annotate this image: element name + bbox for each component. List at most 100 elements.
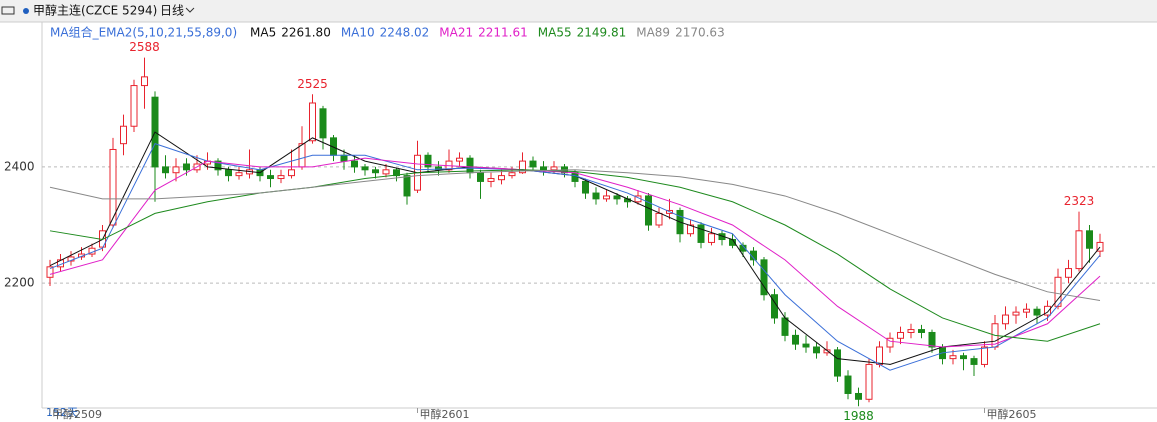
peak-label: 1988 [843,409,874,422]
legend-value: 2211.61 [478,26,528,40]
candle-body [813,346,820,354]
candle-body [267,175,274,180]
candle-body [844,375,852,394]
x-tick-label: 甲醇2509 [52,407,102,421]
candle-body [886,337,894,348]
candle-body [1033,308,1041,316]
y-tick-label: 2200 [4,276,35,290]
x-tick-label: 甲醇2605 [987,407,1037,421]
candle-body [540,166,547,171]
candle-body [687,224,694,235]
candle-body [130,85,138,127]
candle-body [1086,230,1093,249]
period-chevron[interactable] [185,7,195,13]
legend-name: MA21 [439,26,473,40]
candle-body [288,169,295,177]
candle-body [519,160,526,174]
candle-body [214,160,222,171]
candle-body [372,169,379,174]
legend-value: 2170.63 [675,26,725,40]
candle-body [960,355,967,360]
legend-name: MA5 [250,26,276,40]
toolbar [0,0,1157,22]
candle-body [876,346,883,365]
candle-body [918,329,925,333]
candle-body [141,76,148,87]
toolbar-icon[interactable] [1,6,15,15]
candle-body [855,392,862,400]
ma-line [49,169,1101,302]
candle-body [424,154,432,168]
candle-body [655,212,663,226]
candle-body [508,172,516,177]
y-tick-label: 2400 [4,159,35,173]
candle-body [603,195,610,200]
candle-body [46,266,54,278]
candle-body [225,169,232,177]
candle-body [477,172,484,182]
candle-body [1002,314,1009,325]
peak-label: 2588 [129,40,160,54]
candle-body [949,355,957,360]
candle-body [487,178,495,182]
candle-body [298,143,306,168]
candle-body [277,175,285,180]
ma-line [49,169,1101,342]
candle-body [865,363,873,400]
candle-body [183,163,190,171]
candle-body [403,175,411,197]
candle-body [235,172,243,177]
candle-body [162,166,169,174]
candle-body [382,169,390,175]
candle-body [981,346,988,365]
candle-body [529,160,537,168]
candle-body [550,166,558,171]
legend-value: 2261.80 [281,26,331,40]
candle-body [928,331,936,348]
ma-line [49,143,1101,371]
legend-value: 2248.02 [380,26,430,40]
peak-label: 2525 [297,77,328,91]
candle-body [340,154,348,162]
candle-body [792,334,799,345]
candle-body [645,195,652,226]
candle-body [771,294,778,319]
candle-body [319,108,327,139]
legend-name: MA55 [538,26,572,40]
legend-value: 2149.81 [577,26,627,40]
candle-body [361,166,369,171]
symbol: 甲醇主连(CZCE 5294) [33,3,157,18]
candle-body [456,157,463,162]
candle-body [1096,241,1104,252]
candle-body [109,148,117,226]
candle-body [613,195,621,200]
candle-body [1012,311,1020,316]
legend-name: MA89 [636,26,670,40]
period[interactable]: 日线 [160,4,184,18]
candle-body [1044,305,1051,316]
candle-body [760,259,768,296]
candle-body [1075,230,1083,270]
candle-body [1065,268,1072,278]
candle-body [435,166,442,171]
x-tick-label: 甲醇2601 [420,407,470,421]
legend-name: MA10 [341,26,375,40]
candle-body [907,329,915,333]
candle-body [582,180,589,194]
ma-line [49,157,1101,348]
peak-label: 2323 [1064,194,1095,208]
candle-body [498,175,505,181]
candle-body [1023,308,1030,313]
candle-body [697,224,705,243]
candle-body [393,169,400,177]
status-dot [23,8,29,14]
candle-body [802,343,810,348]
indicator-label[interactable]: MA组合_EMA2(5,10,21,55,89,0) [50,25,237,40]
candle-body [834,349,841,377]
candle-body [120,125,127,145]
candle-body [309,102,316,142]
candle-body [592,192,600,200]
candle-body [781,317,789,336]
